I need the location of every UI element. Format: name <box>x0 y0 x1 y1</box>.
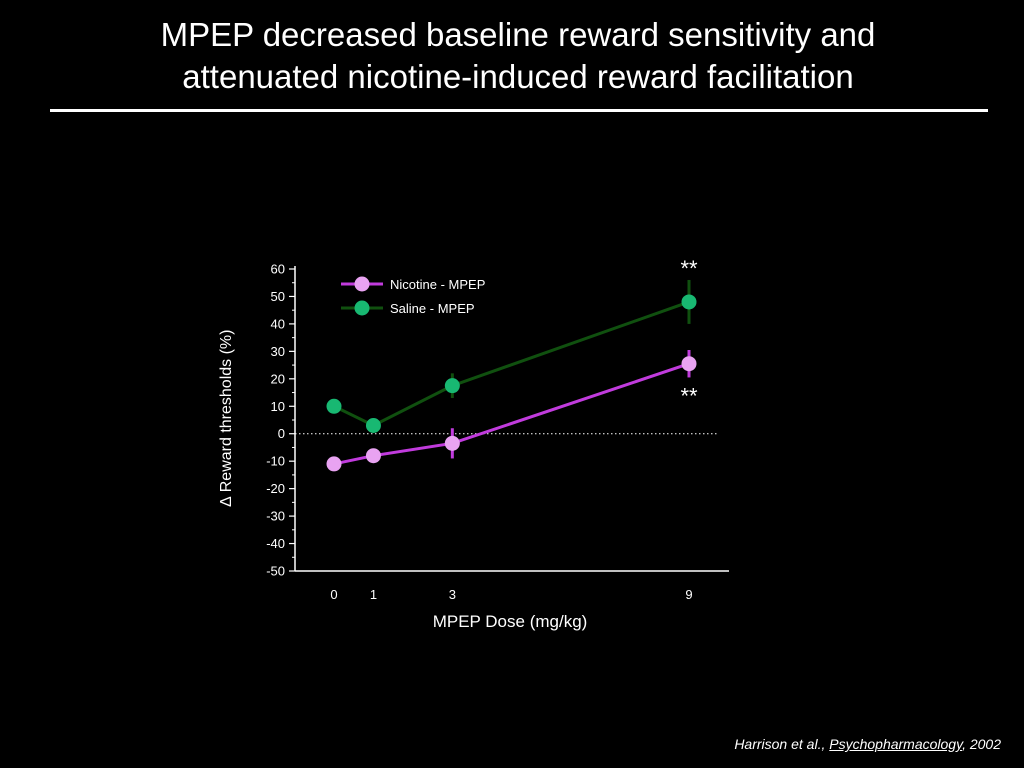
legend-swatch-marker <box>354 276 370 292</box>
y-tick-label: 40 <box>271 316 285 331</box>
significance-marker: ** <box>680 383 698 408</box>
series-line <box>333 300 690 428</box>
y-tick-label: 30 <box>271 344 285 359</box>
legend-label: Nicotine - MPEP <box>390 277 485 292</box>
x-tick-label: 3 <box>449 587 456 602</box>
y-tick-label: 10 <box>271 399 285 414</box>
y-tick-label: -20 <box>266 481 285 496</box>
slide-title-line-2: attenuated nicotine-induced reward facil… <box>182 58 854 95</box>
x-axis-label: MPEP Dose (mg/kg) <box>433 612 588 631</box>
data-point <box>444 435 460 451</box>
y-tick-label: -50 <box>266 564 285 579</box>
series-saline-mpep <box>326 279 697 433</box>
x-tick-label: 9 <box>685 587 692 602</box>
legend: Nicotine - MPEP Saline - MPEP <box>341 276 485 316</box>
y-tick-label: -10 <box>266 454 285 469</box>
data-point <box>444 378 460 394</box>
legend-item-nicotine-mpep: Nicotine - MPEP <box>341 276 485 292</box>
series-line <box>333 362 690 466</box>
citation-year: , 2002 <box>962 736 1001 752</box>
slide-title-line-1: MPEP decreased baseline reward sensitivi… <box>160 16 876 53</box>
series-nicotine-mpep <box>326 349 697 472</box>
data-point <box>365 448 381 464</box>
axes: 60 50 40 30 20 10 0 -10 -20 -30 -40 -50 0 1 3 9 <box>266 262 729 602</box>
data-point <box>681 356 697 372</box>
title-divider <box>50 109 988 112</box>
series-layer: ** ** <box>326 256 698 472</box>
data-point <box>681 294 697 310</box>
x-tick-label: 0 <box>330 587 337 602</box>
legend-label: Saline - MPEP <box>390 301 475 316</box>
data-point <box>326 398 342 414</box>
x-tick-label: 1 <box>370 587 377 602</box>
legend-item-saline-mpep: Saline - MPEP <box>341 300 475 316</box>
y-tick-label: -40 <box>266 536 285 551</box>
citation: Harrison et al., Psychopharmacology, 200… <box>734 736 1001 752</box>
legend-swatch-marker <box>354 300 370 316</box>
y-tick-label: 0 <box>278 426 285 441</box>
significance-marker: ** <box>680 256 698 281</box>
slide-title: MPEP decreased baseline reward sensitivi… <box>40 14 996 98</box>
data-point <box>365 417 381 433</box>
citation-authors: Harrison et al., <box>734 736 830 752</box>
y-tick-label: -30 <box>266 509 285 524</box>
data-point <box>326 456 342 472</box>
y-tick-label: 50 <box>271 289 285 304</box>
y-tick-label: 20 <box>271 371 285 386</box>
y-axis-label: ∆ Reward thresholds (%) <box>218 330 235 507</box>
citation-journal: Psychopharmacology <box>829 736 963 752</box>
y-tick-label: 60 <box>271 262 285 277</box>
